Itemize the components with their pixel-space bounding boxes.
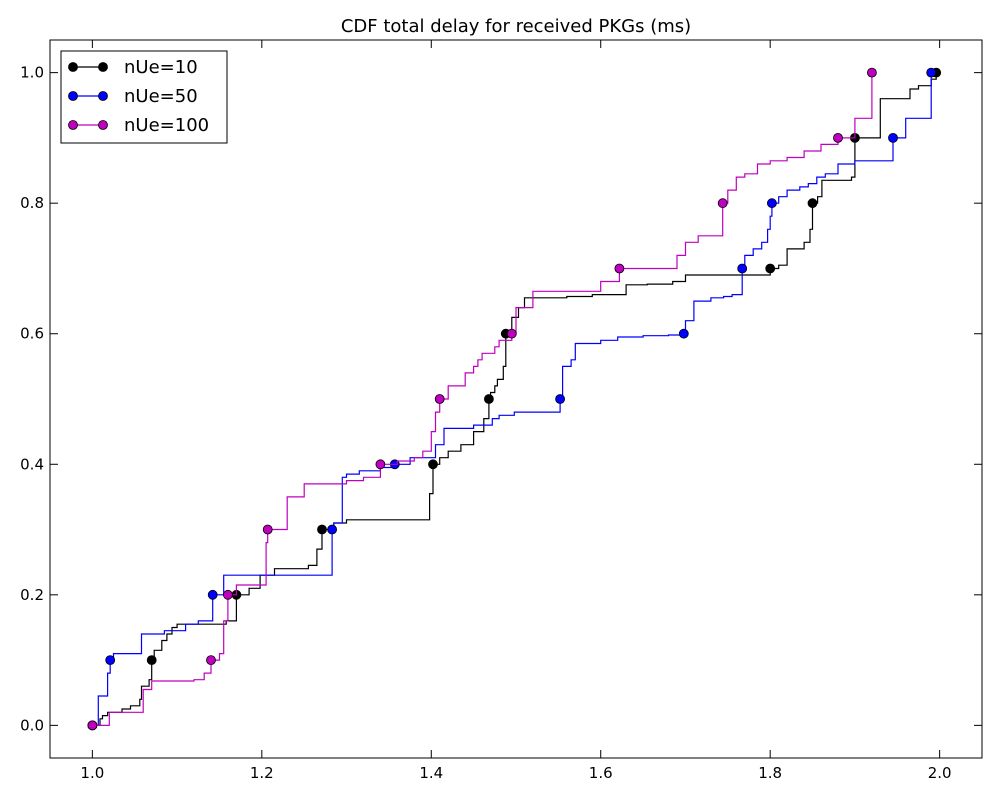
series-marker xyxy=(317,524,327,535)
y-tick-label: 0.0 xyxy=(20,716,44,734)
x-tick-label: 1.2 xyxy=(250,764,274,782)
series-marker xyxy=(146,655,157,665)
y-tick-label: 0.4 xyxy=(20,455,44,473)
series-marker xyxy=(614,263,625,274)
series-marker xyxy=(105,655,116,665)
x-tick-label: 1.6 xyxy=(589,764,613,782)
series-marker xyxy=(926,67,937,78)
x-tick-label: 1.4 xyxy=(419,764,443,782)
legend-label-2: nUe=50 xyxy=(124,86,198,107)
series-line-1 xyxy=(92,72,940,726)
series-marker xyxy=(206,655,216,665)
series-marker xyxy=(483,394,494,404)
series-marker xyxy=(765,263,776,274)
axes: 1.0 1.2 1.4 1.6 1.8 2.0 0.0 0.2 0.4 0.6 0.8 1.0 xyxy=(20,39,983,782)
legend-marker xyxy=(98,91,108,101)
legend-marker xyxy=(68,91,78,101)
series-marker xyxy=(807,198,818,209)
series-marker xyxy=(833,132,843,143)
series-marker xyxy=(222,589,233,600)
series-marker xyxy=(207,589,218,600)
series-marker xyxy=(678,328,689,339)
series-marker xyxy=(767,198,777,209)
x-tick-label: 1.8 xyxy=(758,764,782,782)
series-marker xyxy=(888,132,898,143)
legend-marker xyxy=(98,62,108,72)
y-tick-label: 1.0 xyxy=(20,64,44,82)
series-marker xyxy=(737,263,748,274)
y-tick-label: 0.6 xyxy=(20,325,44,343)
series-marker xyxy=(262,524,273,535)
legend-label-1: nUe=10 xyxy=(124,57,198,78)
series-marker xyxy=(87,720,98,731)
series-marker xyxy=(434,394,445,404)
axes-frame xyxy=(49,39,983,759)
y-tick-label: 0.2 xyxy=(20,586,44,604)
legend-marker xyxy=(68,62,78,72)
legend-marker xyxy=(68,120,78,130)
y-tick-label: 0.8 xyxy=(20,194,44,212)
legend-label-3: nUe=100 xyxy=(124,115,209,136)
plot-area xyxy=(87,67,942,731)
legend-box xyxy=(60,50,228,144)
series-marker xyxy=(327,524,338,535)
x-tick-label: 2.0 xyxy=(928,764,952,782)
series-line-3 xyxy=(92,72,873,726)
series-marker xyxy=(428,459,438,470)
series-marker xyxy=(506,328,517,339)
series-marker xyxy=(717,198,728,209)
series-marker xyxy=(555,394,565,404)
series-marker xyxy=(375,459,386,470)
legend: nUe=10 nUe=50 nUe=100 xyxy=(60,50,228,144)
legend-marker xyxy=(98,120,108,130)
series-marker xyxy=(867,67,877,78)
chart-title: CDF total delay for received PKGs (ms) xyxy=(341,16,691,37)
x-tick-label: 1.0 xyxy=(80,764,104,782)
